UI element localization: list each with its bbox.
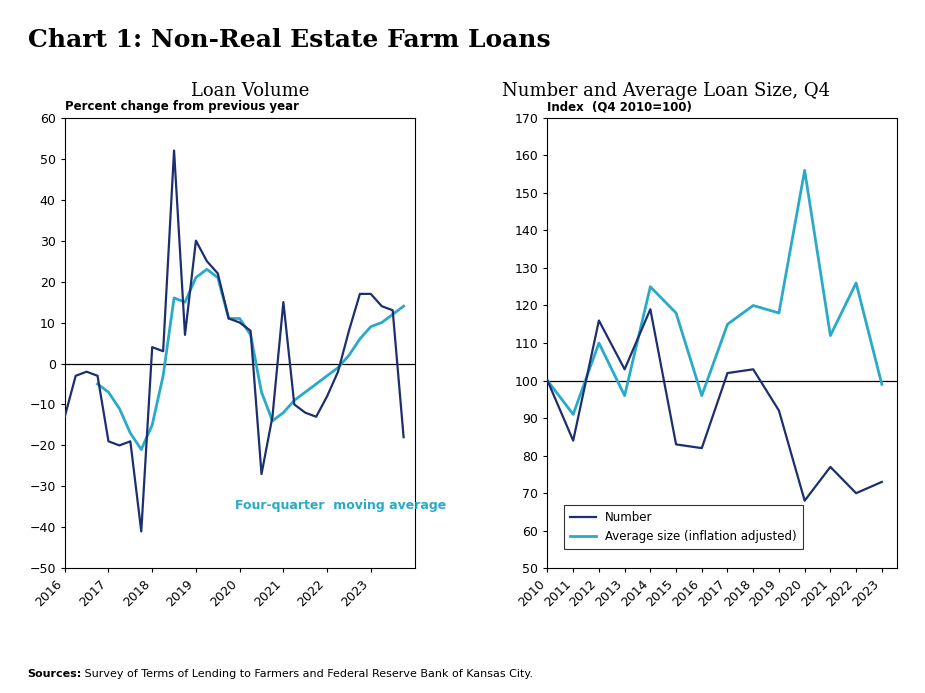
Number — [876, 477, 887, 486]
Number — [568, 437, 579, 445]
Line: Number: Number — [548, 309, 882, 500]
Number — [619, 365, 630, 374]
Average size (inflation adjusted) — [645, 283, 656, 291]
Average size (inflation adjusted) — [671, 309, 682, 317]
Number — [747, 365, 758, 374]
Average size (inflation adjusted) — [799, 166, 810, 175]
Average size (inflation adjusted) — [851, 279, 862, 287]
Average size (inflation adjusted) — [825, 331, 836, 340]
Average size (inflation adjusted) — [773, 309, 784, 317]
Average size (inflation adjusted) — [542, 376, 553, 385]
Line: Average size (inflation adjusted): Average size (inflation adjusted) — [548, 170, 882, 414]
Average size (inflation adjusted) — [593, 339, 604, 347]
Average size (inflation adjusted) — [747, 301, 758, 310]
Number — [851, 489, 862, 498]
Text: Percent change from previous year: Percent change from previous year — [65, 100, 299, 114]
Number — [799, 496, 810, 505]
Text: Number and Average Loan Size, Q4: Number and Average Loan Size, Q4 — [502, 82, 830, 100]
Average size (inflation adjusted) — [876, 380, 887, 389]
Text: Survey of Terms of Lending to Farmers and Federal Reserve Bank of Kansas City.: Survey of Terms of Lending to Farmers an… — [81, 669, 534, 679]
Number — [671, 440, 682, 448]
Text: Four-quarter  moving average: Four-quarter moving average — [235, 499, 447, 511]
Text: Loan Volume: Loan Volume — [191, 82, 309, 100]
Average size (inflation adjusted) — [697, 392, 708, 400]
Number — [722, 369, 733, 377]
Text: Chart 1: Non-Real Estate Farm Loans: Chart 1: Non-Real Estate Farm Loans — [28, 28, 550, 52]
Average size (inflation adjusted) — [619, 392, 630, 400]
Number — [697, 444, 708, 453]
Number — [645, 305, 656, 313]
Number — [593, 316, 604, 324]
Text: Index  (Q4 2010=100): Index (Q4 2010=100) — [548, 100, 692, 114]
Average size (inflation adjusted) — [722, 320, 733, 328]
Average size (inflation adjusted) — [568, 410, 579, 419]
Number — [825, 463, 836, 471]
Legend: Number, Average size (inflation adjusted): Number, Average size (inflation adjusted… — [564, 505, 803, 549]
Text: Sources:: Sources: — [28, 669, 82, 679]
Number — [542, 376, 553, 385]
Number — [773, 406, 784, 414]
